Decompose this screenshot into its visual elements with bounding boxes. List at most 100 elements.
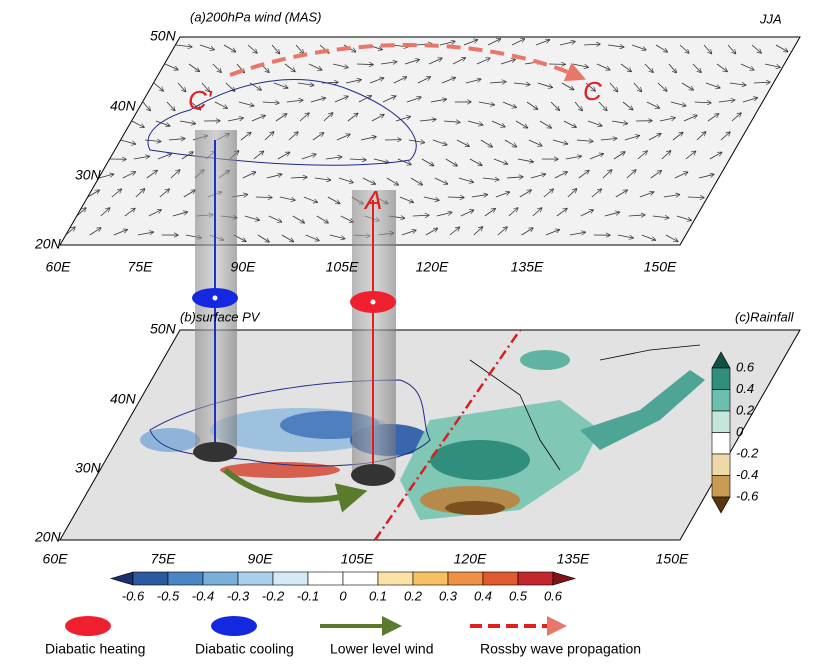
wind-arrow bbox=[756, 113, 765, 121]
wind-arrow bbox=[771, 178, 785, 183]
colorbar-box bbox=[203, 572, 238, 585]
colorbar-box bbox=[273, 572, 308, 585]
lon-label: 120E bbox=[416, 259, 449, 275]
lon-label: 90E bbox=[231, 259, 257, 275]
legend-label: Lower level wind bbox=[330, 641, 434, 657]
lon-label: 135E bbox=[557, 551, 590, 567]
wind-arrow bbox=[830, 159, 839, 165]
panel-a-title: (a)200hPa wind (MAS) bbox=[190, 9, 322, 24]
lon-label: 90E bbox=[248, 551, 274, 567]
wind-arrow bbox=[780, 113, 790, 121]
annotation: C' bbox=[188, 85, 213, 115]
wind-arrow bbox=[786, 235, 802, 236]
wind-arrow bbox=[826, 77, 838, 83]
colorbar-tick-label: 0.6 bbox=[544, 588, 563, 603]
wind-arrow bbox=[773, 216, 785, 222]
colorbar-tick-label: 0.4 bbox=[736, 381, 754, 396]
colorbar-box bbox=[712, 476, 730, 498]
colorbar-end bbox=[553, 572, 575, 585]
colorbar-tick-label: 0 bbox=[339, 588, 347, 603]
lat-label: 20N bbox=[34, 529, 62, 545]
wind-arrow bbox=[793, 137, 808, 140]
lon-label: 60E bbox=[46, 259, 72, 275]
colorbar-tick-label: 0.2 bbox=[736, 402, 755, 417]
lon-label: 120E bbox=[454, 551, 487, 567]
colorbar-end bbox=[111, 572, 133, 585]
colorbar-box bbox=[712, 411, 730, 433]
colorbar-tick-label: -0.4 bbox=[736, 467, 758, 482]
colorbar-box bbox=[712, 390, 730, 412]
lon-label: 150E bbox=[644, 259, 677, 275]
colorbar-box bbox=[413, 572, 448, 585]
wind-arrow bbox=[813, 62, 828, 64]
wind-arrow bbox=[821, 216, 837, 218]
lon-label: 75E bbox=[151, 551, 177, 567]
wind-arrow bbox=[828, 117, 839, 121]
wind-arrow bbox=[723, 177, 739, 178]
wind-arrow bbox=[767, 96, 780, 102]
lon-label: 135E bbox=[511, 259, 544, 275]
colorbar-box bbox=[308, 572, 343, 585]
wind-arrow bbox=[357, 64, 373, 65]
legend-label: Diabatic cooling bbox=[195, 641, 294, 657]
lat-label: 20N bbox=[34, 236, 62, 252]
wind-arrow bbox=[804, 115, 816, 121]
wind-arrow bbox=[800, 45, 814, 49]
lat-label: 30N bbox=[75, 167, 102, 183]
wind-arrow bbox=[736, 197, 749, 202]
colorbar-tick-label: -0.3 bbox=[227, 588, 250, 603]
colorbar-box bbox=[168, 572, 203, 585]
wind-arrow bbox=[758, 157, 774, 159]
wind-arrow bbox=[808, 197, 820, 203]
colorbar-tick-label: -0.2 bbox=[736, 445, 759, 460]
colorbar-box bbox=[712, 454, 730, 476]
wind-arrow bbox=[778, 80, 793, 83]
lat-label: 40N bbox=[110, 98, 137, 114]
panel-c-title: (c)Rainfall bbox=[735, 309, 795, 324]
lon-label: 105E bbox=[326, 259, 359, 275]
panel-a-frame bbox=[60, 37, 800, 245]
colorbar-box bbox=[712, 368, 730, 390]
wind-arrow bbox=[769, 134, 782, 140]
season-label: JJA bbox=[759, 11, 782, 26]
colorbar-box bbox=[133, 572, 168, 585]
wind-arrow bbox=[725, 216, 736, 223]
colorbar-box bbox=[378, 572, 413, 585]
colorbar-box bbox=[343, 572, 378, 585]
colorbar-tick-label: 0.6 bbox=[736, 359, 755, 374]
lat-label: 50N bbox=[150, 28, 177, 44]
colorbar-box bbox=[238, 572, 273, 585]
wind-arrow bbox=[832, 197, 839, 202]
colorbar-tick-label: -0.5 bbox=[157, 588, 180, 603]
lon-label: 150E bbox=[656, 551, 689, 567]
colorbar-tick-label: -0.1 bbox=[297, 588, 319, 603]
colorbar-box bbox=[518, 572, 553, 585]
wind-arrow bbox=[784, 197, 795, 204]
colorbar-tick-label: 0.5 bbox=[509, 588, 528, 603]
wind-arrow bbox=[824, 45, 839, 47]
wind-arrow bbox=[797, 216, 811, 220]
wind-arrow bbox=[815, 96, 828, 102]
colorbar-box bbox=[448, 572, 483, 585]
annotation: A bbox=[363, 185, 382, 215]
wind-arrow bbox=[749, 216, 760, 223]
wind-arrow bbox=[738, 235, 751, 240]
wind-arrow bbox=[810, 233, 826, 235]
wind-arrow bbox=[795, 178, 807, 184]
colorbar-tick-label: 0.2 bbox=[404, 588, 423, 603]
wind-arrow bbox=[712, 197, 727, 200]
lat-label: 30N bbox=[75, 460, 102, 476]
annotation: C bbox=[583, 76, 602, 106]
wind-arrow bbox=[791, 96, 803, 102]
colorbar-tick-label: -0.2 bbox=[262, 588, 285, 603]
colorbar-tick-label: 0.1 bbox=[369, 588, 387, 603]
wind-arrow bbox=[819, 178, 830, 185]
wind-arrow bbox=[782, 159, 798, 160]
colorbar-tick-label: 0 bbox=[736, 424, 744, 439]
lon-label: 60E bbox=[43, 551, 69, 567]
wind-arrow bbox=[747, 178, 763, 180]
colorbar-tick-label: -0.6 bbox=[736, 488, 759, 503]
wind-arrow bbox=[802, 78, 815, 83]
colorbar-box bbox=[712, 433, 730, 455]
legend-label: Rossby wave propagation bbox=[480, 641, 641, 657]
